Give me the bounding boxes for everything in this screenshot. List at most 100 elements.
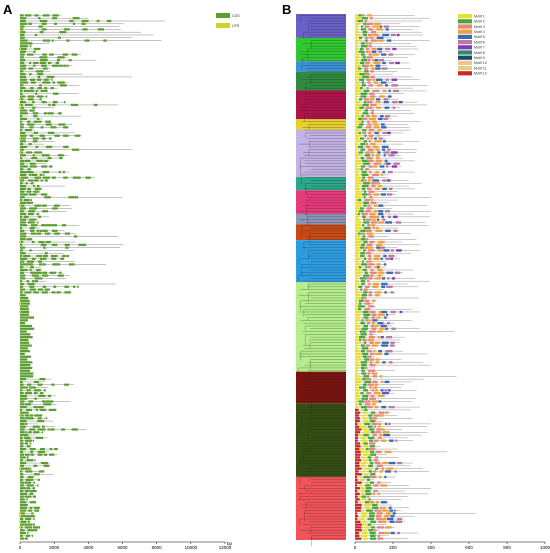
motif-block: [383, 254, 387, 258]
motif-block: [371, 327, 377, 330]
motif-block: [379, 433, 383, 437]
panel-a-tick-label: 12000: [219, 545, 232, 550]
motif-block: [367, 321, 370, 325]
cds-block: [20, 61, 25, 65]
cds-block: [20, 156, 23, 160]
cds-block: [20, 179, 25, 182]
cds-block: [28, 509, 32, 512]
motif-block: [365, 50, 369, 53]
cds-block: [77, 285, 79, 288]
cds-block: [33, 481, 35, 484]
motif-block: [362, 176, 366, 179]
cds-block: [20, 414, 24, 417]
protein-row: [355, 442, 376, 445]
cds-block: [69, 19, 74, 23]
protein-row: [355, 344, 396, 347]
motif-block: [397, 461, 403, 465]
motif-block: [370, 461, 374, 465]
motif-block: [361, 81, 365, 84]
motif-block: [367, 246, 373, 249]
panel-b-tick-label: 600: [465, 545, 473, 550]
protein-row: [355, 42, 412, 45]
protein-row: [355, 190, 398, 193]
motif-block: [381, 145, 389, 149]
motif-block: [355, 126, 358, 129]
cds-block: [63, 134, 69, 137]
gene-row: [20, 517, 35, 521]
motif-block: [361, 439, 368, 442]
motif-block: [379, 25, 383, 28]
motif-block: [361, 260, 364, 263]
cds-block: [34, 187, 42, 190]
motif-block: [369, 310, 376, 314]
motif-block: [364, 64, 369, 67]
motif-block: [360, 86, 363, 90]
protein-row: [355, 126, 410, 129]
motif-block: [355, 433, 359, 437]
motif-block: [378, 204, 384, 207]
gene-row: [20, 336, 33, 339]
motif-block: [370, 271, 377, 274]
cds-block: [24, 42, 33, 45]
motif-block: [366, 137, 370, 140]
motif-block: [390, 341, 395, 344]
cds-block: [28, 400, 34, 403]
cds-block: [32, 154, 35, 157]
motif-block: [363, 453, 371, 456]
cds-block: [50, 126, 57, 129]
motif-block: [368, 50, 371, 53]
gene-row: [20, 64, 73, 67]
motif-block: [381, 285, 386, 288]
cds-block: [29, 428, 36, 431]
motif-block: [369, 75, 375, 79]
motif-block: [357, 67, 362, 70]
cds-block: [64, 383, 69, 386]
motif-block: [378, 184, 383, 188]
motif-block: [385, 526, 392, 529]
motif-block: [355, 506, 362, 509]
gene-row: [20, 369, 31, 372]
cds-block: [25, 431, 28, 434]
motif-block: [384, 159, 388, 163]
motif-block: [380, 324, 387, 328]
cds-block: [20, 417, 26, 420]
gene-row: [20, 498, 28, 501]
cds-block: [29, 285, 35, 288]
motif-block: [355, 210, 359, 213]
motif-block: [355, 523, 362, 526]
cds-block: [20, 523, 25, 526]
motif-block: [359, 72, 366, 76]
motif-block: [367, 523, 372, 526]
cds-block: [20, 316, 35, 319]
cds-block: [29, 447, 36, 451]
cds-block: [38, 405, 44, 409]
cds-block: [20, 98, 24, 101]
cds-block: [34, 92, 38, 95]
protein-row: [355, 33, 423, 37]
motif-block: [361, 495, 367, 498]
cds-block: [24, 414, 30, 417]
cds-block: [57, 81, 65, 84]
motif-block: [360, 142, 366, 146]
motif-block: [361, 17, 368, 20]
motif-block: [362, 414, 365, 417]
cds-block: [52, 14, 59, 17]
cds-block: [26, 190, 32, 193]
gene-row: [20, 190, 40, 193]
gene-row: [20, 33, 154, 37]
cds-block: [31, 534, 34, 537]
motif-block: [357, 145, 364, 149]
protein-row: [355, 212, 414, 216]
motif-block: [355, 86, 360, 90]
gene-row: [20, 50, 36, 53]
motif-block: [387, 148, 391, 151]
motif-block: [362, 291, 368, 294]
motif-block: [369, 361, 373, 364]
motif-legend-label: Motif 9: [474, 56, 485, 60]
motif-block: [369, 64, 373, 67]
motif-block: [355, 478, 358, 482]
cds-block: [35, 70, 44, 73]
motif-block: [358, 266, 362, 269]
protein-row: [355, 478, 375, 482]
gene-row: [19, 302, 30, 305]
